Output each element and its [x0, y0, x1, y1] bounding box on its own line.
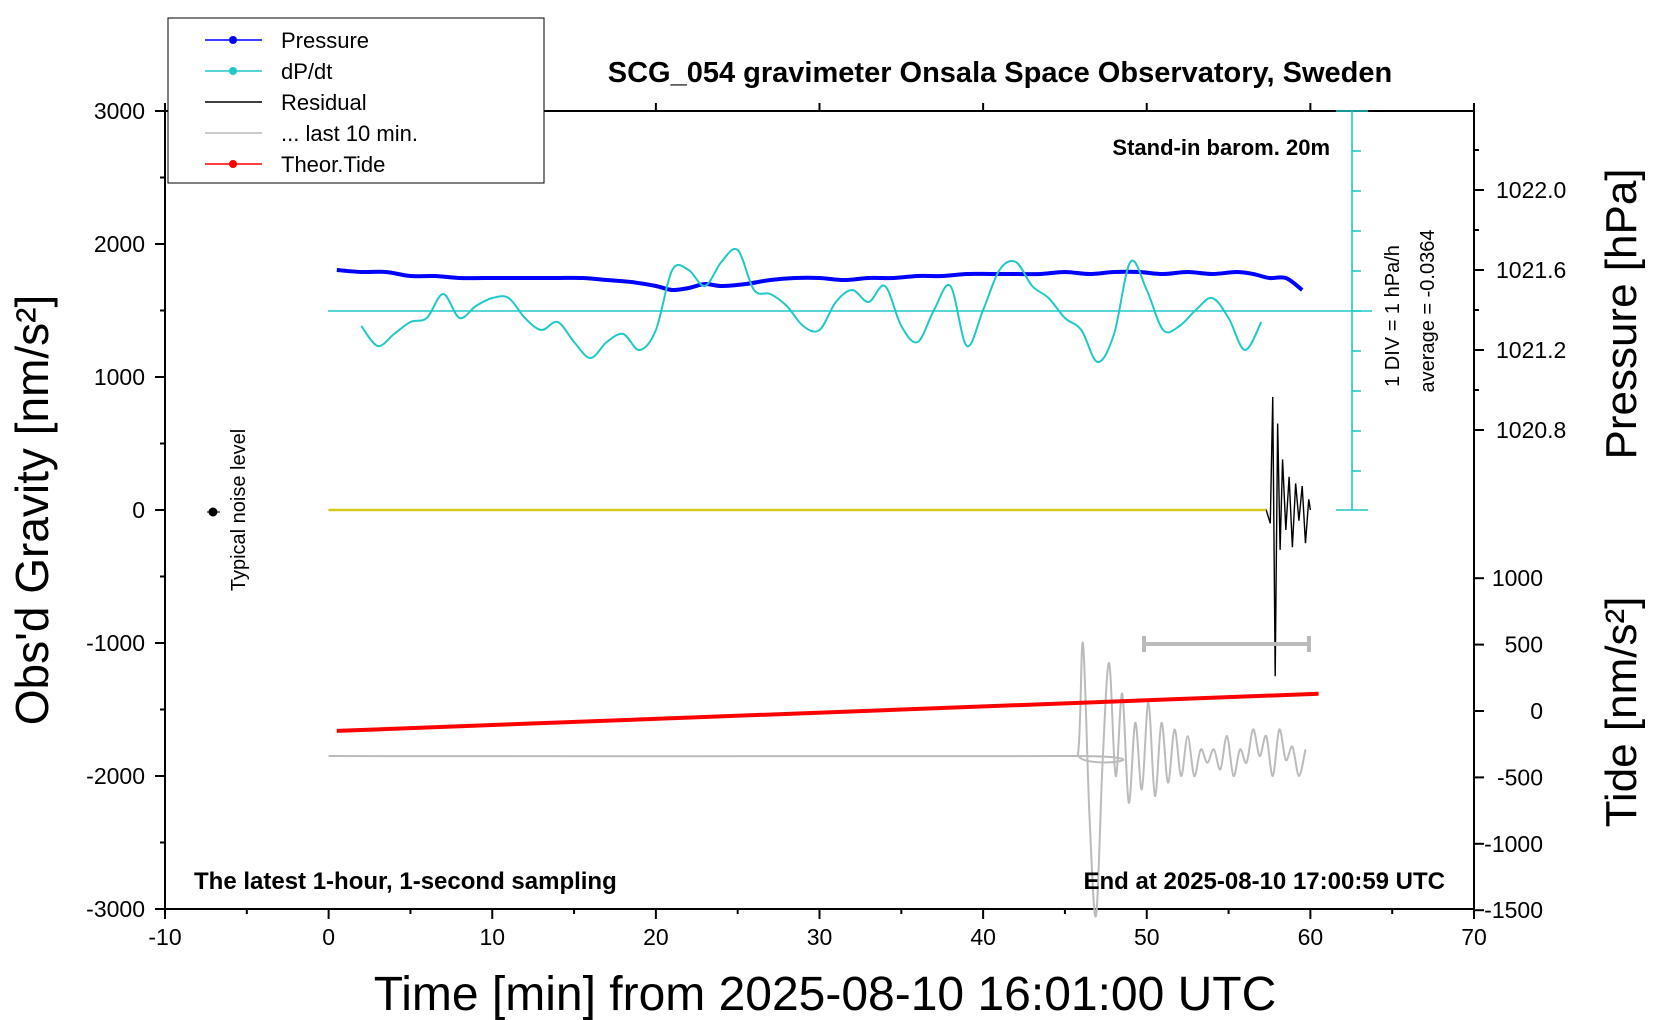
x-tick-label: 30 — [807, 924, 833, 950]
series-last-10-min — [328, 641, 1307, 918]
x-tick-label: 70 — [1461, 924, 1487, 950]
y-tick-label: 2000 — [94, 231, 145, 257]
legend-marker — [229, 160, 237, 168]
legend-marker — [229, 67, 237, 75]
legend-label: Pressure — [281, 28, 369, 53]
series-layer — [328, 247, 1319, 918]
tide-tick-label: 500 — [1505, 632, 1543, 658]
series-residual — [328, 396, 1312, 677]
y-tick-label: 3000 — [94, 98, 145, 124]
x-tick-label: 50 — [1134, 924, 1160, 950]
tide-tick-label: 0 — [1530, 698, 1543, 724]
pressure-tick-label: 1020.8 — [1496, 417, 1566, 443]
pressure-tick-label: 1022.0 — [1496, 177, 1566, 203]
bottom-left-note: The latest 1-hour, 1-second sampling — [194, 868, 617, 895]
tide-tick-label: -1000 — [1484, 831, 1543, 857]
tide-axis-label: Tide [nm/s²] — [1597, 597, 1646, 828]
y-tick-label: 1000 — [94, 364, 145, 390]
legend-label: Residual — [281, 90, 367, 115]
legend: Pressure dP/dt Residual ... last 10 min. The… — [205, 28, 418, 177]
pressure-axis-label: Pressure [hPa] — [1597, 168, 1646, 459]
legend-label: Theor.Tide — [281, 152, 385, 177]
pressure-tick-label: 1021.2 — [1496, 337, 1566, 363]
legend-box — [167, 17, 545, 184]
noise-note: Typical noise level — [228, 429, 250, 591]
y-tick-label: -1000 — [86, 630, 145, 656]
x-tick-label: 40 — [970, 924, 996, 950]
tide-tick-label: -500 — [1497, 764, 1543, 790]
series-theoretical-tide — [336, 691, 1319, 733]
tide-tick-label: -1500 — [1484, 897, 1543, 923]
y-tick-label: -3000 — [86, 896, 145, 922]
y-axis-left: 3000 2000 1000 0 -1000 -2000 -3000 — [86, 98, 165, 922]
pressure-axis: 1022.0 1021.6 1021.2 1020.8 — [1474, 149, 1566, 443]
series-pressure — [336, 268, 1304, 293]
pressure-tick-label: 1021.6 — [1496, 257, 1566, 283]
average-note: average = -0.0364 — [1417, 230, 1439, 393]
x-tick-label: 20 — [643, 924, 669, 950]
chart-title: SCG_054 gravimeter Onsala Space Observat… — [608, 57, 1392, 89]
x-axis: -10 0 10 20 30 40 50 60 70 — [148, 103, 1487, 950]
tide-tick-label: 1000 — [1492, 565, 1543, 591]
last-10-min-range-bar — [1142, 636, 1311, 652]
x-tick-label: 0 — [322, 924, 335, 950]
x-tick-label: -10 — [148, 924, 181, 950]
legend-marker — [229, 36, 237, 44]
y-tick-label: -2000 — [86, 763, 145, 789]
legend-label: ... last 10 min. — [281, 121, 418, 146]
series-dpdt — [360, 247, 1263, 363]
division-note: 1 DIV = 1 hPa/h — [1382, 245, 1404, 387]
bottom-right-note: End at 2025-08-10 17:00:59 UTC — [1084, 868, 1446, 895]
y-tick-label: 0 — [132, 497, 145, 523]
tide-axis: 1000 500 0 -500 -1000 -1500 — [1474, 565, 1543, 923]
barometer-note: Stand-in barom. 20m — [1112, 135, 1330, 160]
legend-label: dP/dt — [281, 59, 332, 84]
x-axis-label: Time [min] from 2025-08-10 16:01:00 UTC — [374, 968, 1277, 1020]
noise-marker — [208, 507, 218, 517]
x-tick-label: 60 — [1298, 924, 1324, 950]
x-tick-label: 10 — [479, 924, 505, 950]
y-axis-left-label: Obs'd Gravity [nm/s²] — [6, 295, 58, 726]
